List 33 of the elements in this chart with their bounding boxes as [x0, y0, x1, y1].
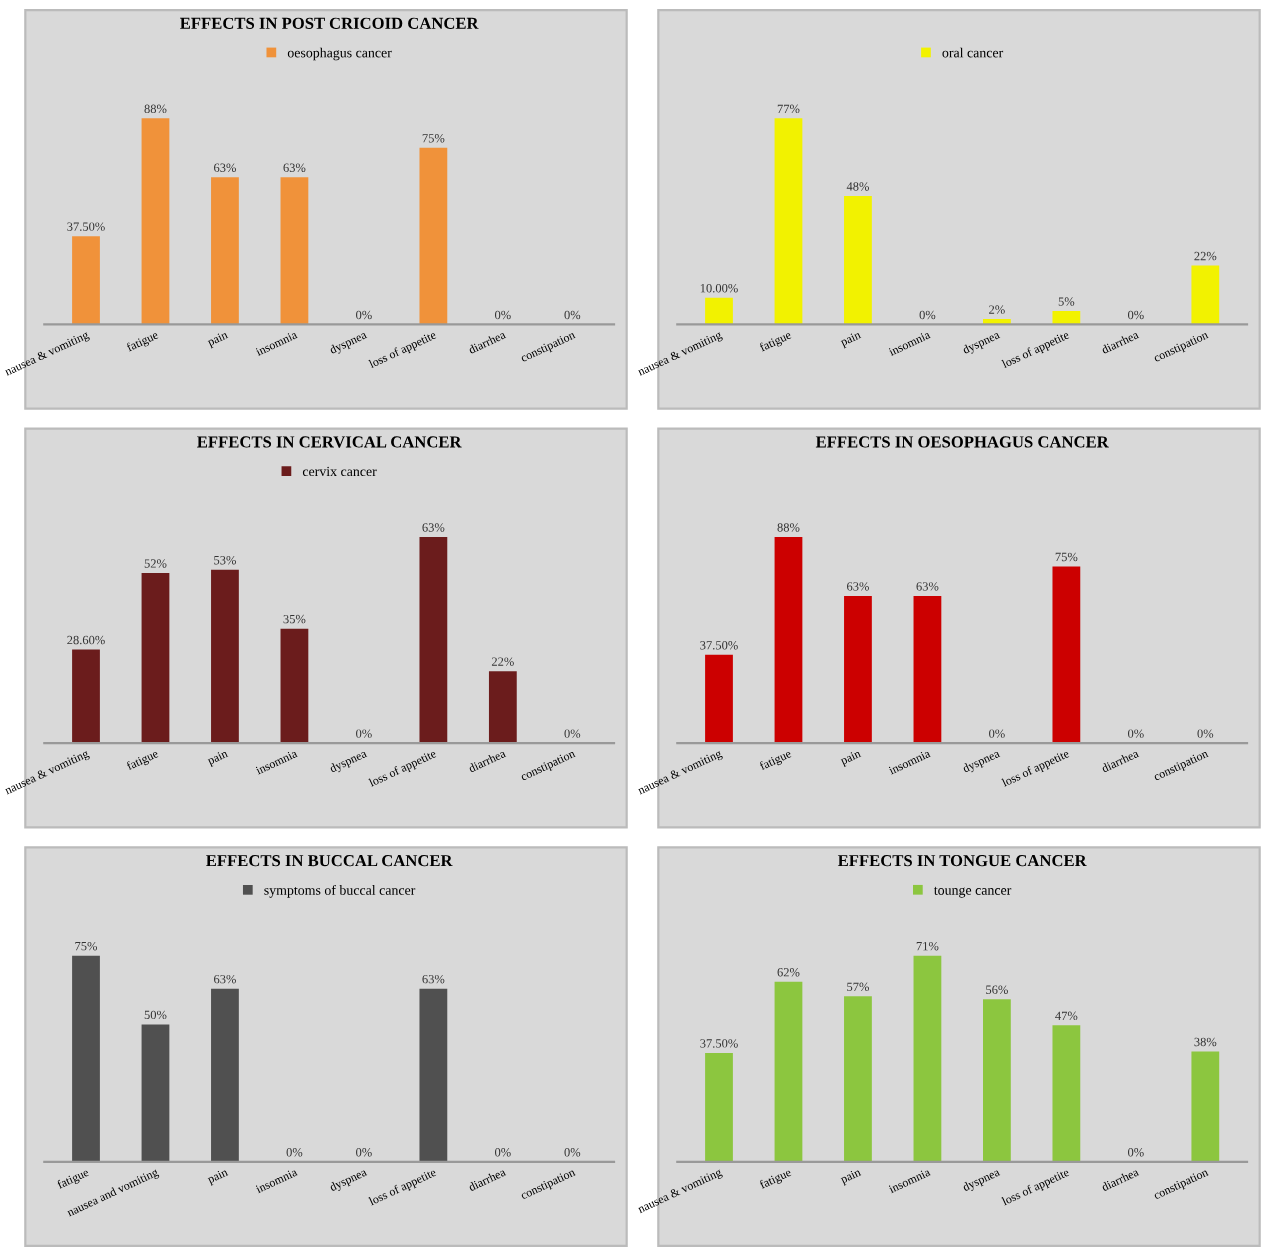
bar	[774, 537, 803, 744]
bar	[211, 569, 239, 744]
bar	[1052, 1025, 1081, 1162]
bar	[419, 537, 448, 744]
bar	[844, 595, 872, 744]
bar	[913, 595, 942, 744]
chart-title: EFFECTS IN POST CRICOID CANCER	[180, 17, 479, 29]
bar	[774, 118, 803, 325]
bar	[141, 573, 170, 744]
bar	[72, 236, 100, 325]
bar	[1052, 566, 1081, 744]
bar	[1191, 1051, 1220, 1162]
bar	[1052, 311, 1081, 325]
bar	[141, 118, 170, 325]
bar	[705, 297, 733, 325]
chart-title: EFFECTS IN TONGUE CANCER	[837, 855, 1087, 867]
bar	[705, 654, 733, 744]
bar	[211, 177, 239, 325]
bar	[705, 1052, 733, 1162]
chart-title: EFFECTS IN CERVICAL CANCER	[197, 436, 462, 448]
bar	[774, 981, 803, 1162]
bar	[280, 177, 309, 325]
bar	[913, 955, 942, 1162]
bar	[844, 195, 872, 325]
chart-title: EFFECTS IN OESOPHAGUS CANCER	[815, 436, 1109, 448]
bar	[488, 671, 517, 744]
chart-title: EFFECTS IN BUCCAL CANCER	[206, 855, 453, 867]
bar	[280, 628, 309, 744]
bar	[844, 996, 872, 1162]
bar	[983, 999, 1011, 1162]
bar	[419, 147, 448, 325]
bar	[72, 649, 100, 744]
bar	[1191, 265, 1220, 325]
